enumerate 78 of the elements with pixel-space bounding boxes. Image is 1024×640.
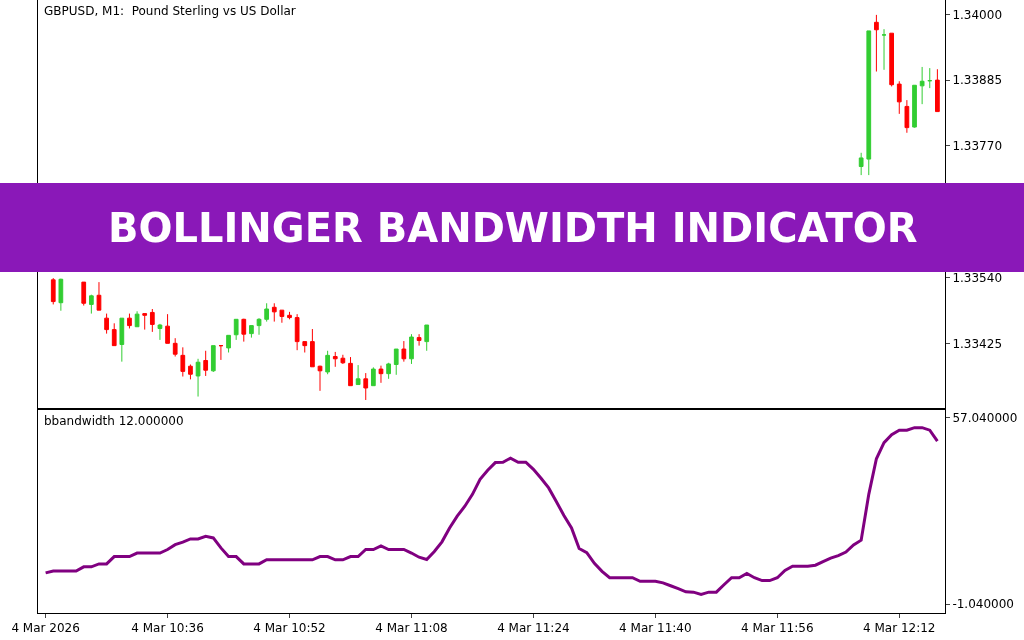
line-series [44,426,939,596]
candlestick [904,99,910,134]
candlestick [157,323,163,341]
chart-title: GBPUSD, M1: Pound Sterling vs US Dollar [44,4,296,18]
candlestick [104,313,109,335]
candlestick [180,346,186,378]
candlestick [424,324,430,352]
candlestick [203,350,209,377]
candlestick [96,281,102,311]
candlestick [317,365,323,392]
candlestick [409,333,414,365]
candlestick [912,84,917,129]
candlestick [363,372,369,401]
candlestick [58,278,64,312]
candlestick [858,152,864,176]
candlestick [210,345,216,373]
candlestick [50,277,56,305]
candlestick [226,334,231,353]
candlestick [188,364,193,380]
candlestick [881,28,887,71]
x-tick-label: 4 Mar 11:40 [619,621,692,636]
candlestick [401,340,407,363]
candlestick [172,337,178,357]
x-tick-label: 4 Mar 10:52 [253,621,326,636]
candlestick [149,308,155,333]
candlestick [386,362,391,380]
candlestick [119,317,125,363]
candlestick [165,313,170,344]
x-tick-label: 4 Mar 2026 [11,621,80,636]
candlestick [88,294,94,315]
candlestick [866,30,872,176]
candlestick [332,351,338,368]
candlestick [264,302,270,323]
x-tick-label: 4 Mar 11:56 [741,621,814,636]
candlestick [310,328,315,368]
candlestick [271,302,277,323]
chart-title: bbandwidth 12.000000 [44,414,184,428]
candlestick [287,311,292,320]
y-tick-label: 1.33540 [952,270,1003,285]
candlestick [294,313,300,351]
x-tick-label: 4 Mar 11:24 [497,621,570,636]
candlestick [127,313,132,329]
y-tick-label: 1.33425 [952,336,1003,351]
candlestick [889,32,895,87]
candlestick [340,354,346,365]
candlestick [241,318,247,343]
candlestick [348,356,353,387]
x-tick-label: 4 Mar 12:12 [863,621,936,636]
candlestick [302,341,308,353]
x-tick-label: 4 Mar 11:08 [375,621,448,636]
candlestick [195,358,201,398]
candlestick [874,14,879,73]
candlestick [378,365,384,384]
candlestick [256,317,262,336]
candlestick [111,322,117,347]
candlestick [927,67,933,89]
candlestick [218,345,224,361]
candlestick [249,325,254,339]
candlestick [355,364,361,386]
candlestick [919,66,925,105]
y-tick-label: 1.33770 [952,139,1003,154]
candlestick [279,309,285,324]
candlestick [370,366,376,387]
annotation: BOLLINGER BANDWIDTH INDICATOR [108,205,918,251]
candlestick [134,310,140,328]
y-tick-label: 57.040000 [952,411,1018,426]
candlestick [896,80,902,115]
x-tick-label: 4 Mar 10:36 [131,621,204,636]
y-tick-label: 1.33885 [952,73,1003,88]
candlestick [325,350,330,375]
candlestick [142,313,148,331]
y-tick-label: -1.040000 [952,597,1014,612]
candlestick [233,318,239,341]
candlestick [416,333,422,347]
y-tick-label: 1.34000 [952,7,1003,22]
candlestick [81,281,87,307]
candlestick [393,348,399,376]
candlestick [935,68,940,113]
